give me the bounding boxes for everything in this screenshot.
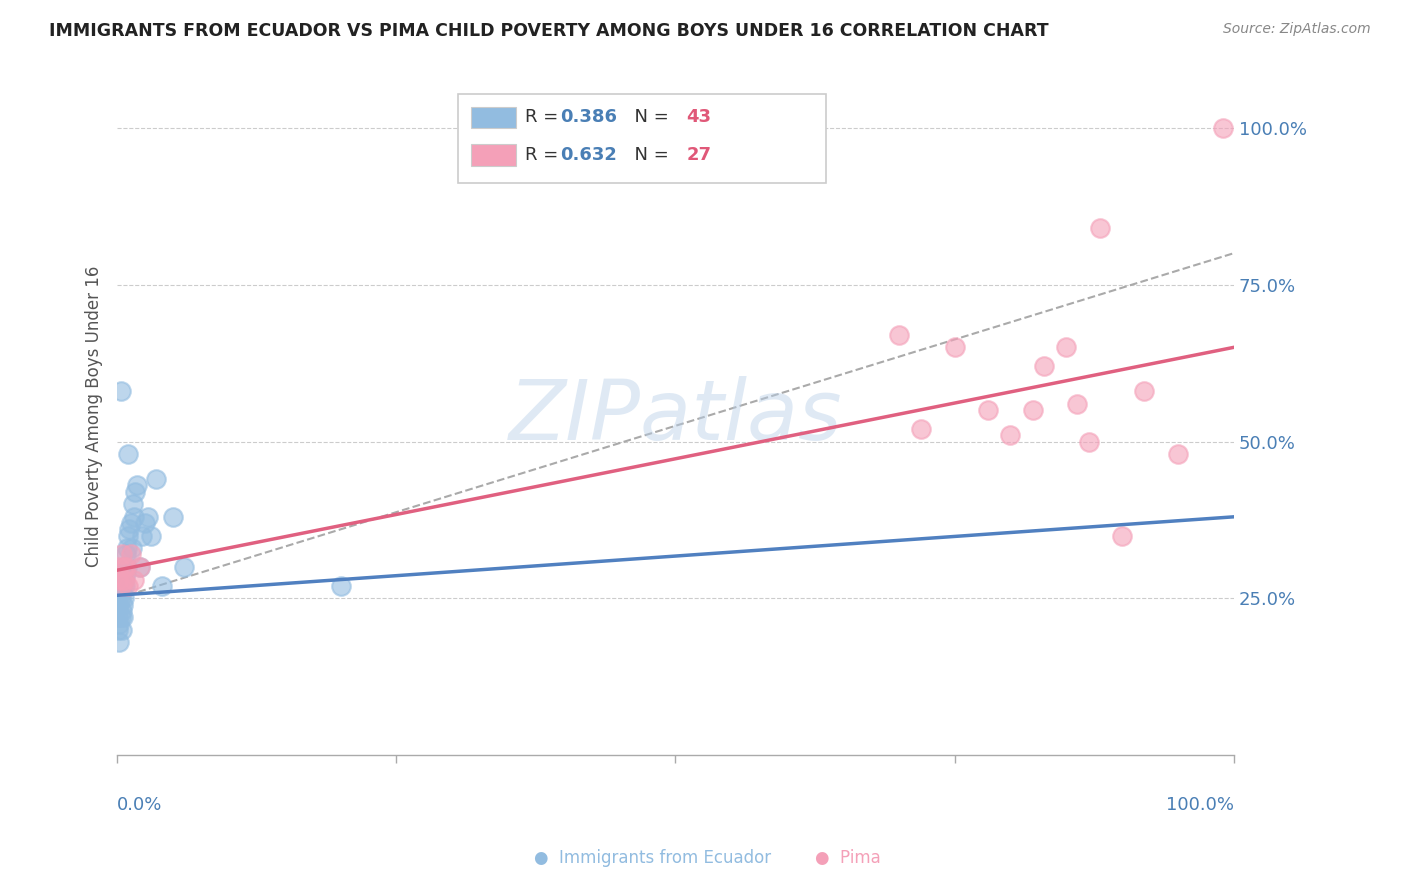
Point <box>111 585 134 599</box>
Point <box>111 604 134 618</box>
Point <box>943 340 966 354</box>
Point <box>145 472 167 486</box>
Point <box>120 548 142 562</box>
Point <box>112 560 135 574</box>
Point <box>139 529 162 543</box>
Point <box>138 509 160 524</box>
Point <box>115 560 138 574</box>
Point <box>111 548 134 562</box>
Point <box>108 598 131 612</box>
Text: IMMIGRANTS FROM ECUADOR VS PIMA CHILD POVERTY AMONG BOYS UNDER 16 CORRELATION CH: IMMIGRANTS FROM ECUADOR VS PIMA CHILD PO… <box>49 22 1049 40</box>
Point <box>977 403 1000 417</box>
Point <box>1077 434 1099 449</box>
Point <box>110 384 132 399</box>
Point <box>162 509 184 524</box>
Point <box>910 422 932 436</box>
Text: 43: 43 <box>686 109 711 127</box>
Point <box>110 573 132 587</box>
Point <box>111 573 134 587</box>
Point <box>124 484 146 499</box>
Point <box>108 560 131 574</box>
Point <box>108 635 131 649</box>
Text: 0.386: 0.386 <box>561 109 617 127</box>
Point <box>134 516 156 530</box>
Point <box>150 579 173 593</box>
Point <box>121 497 143 511</box>
Point <box>1033 359 1056 374</box>
Point <box>173 560 195 574</box>
Y-axis label: Child Poverty Among Boys Under 16: Child Poverty Among Boys Under 16 <box>86 266 103 567</box>
Point <box>108 616 131 631</box>
Point <box>1088 221 1111 235</box>
Point <box>114 573 136 587</box>
Point <box>111 610 134 624</box>
FancyBboxPatch shape <box>471 106 516 128</box>
Point <box>118 522 141 536</box>
Point <box>114 560 136 574</box>
Point <box>107 573 129 587</box>
FancyBboxPatch shape <box>458 95 827 183</box>
Point <box>131 529 153 543</box>
Point <box>112 591 135 606</box>
Point <box>111 579 134 593</box>
Text: R =: R = <box>524 109 564 127</box>
Text: Source: ZipAtlas.com: Source: ZipAtlas.com <box>1223 22 1371 37</box>
Text: 100.0%: 100.0% <box>1166 796 1234 814</box>
Point <box>1022 403 1045 417</box>
Text: ZIPatlas: ZIPatlas <box>509 376 842 457</box>
Point <box>112 573 135 587</box>
Text: N =: N = <box>623 109 675 127</box>
Text: ●  Pima: ● Pima <box>815 849 882 867</box>
Point <box>1111 529 1133 543</box>
Point <box>111 623 134 637</box>
Point <box>1054 340 1077 354</box>
Point <box>1000 428 1022 442</box>
Point <box>1133 384 1156 399</box>
Point <box>111 598 134 612</box>
Point <box>117 447 139 461</box>
Text: ●  Immigrants from Ecuador: ● Immigrants from Ecuador <box>534 849 772 867</box>
Point <box>114 579 136 593</box>
Point <box>127 478 149 492</box>
Point <box>117 579 139 593</box>
Point <box>115 566 138 581</box>
Point <box>115 560 138 574</box>
Point <box>112 560 135 574</box>
Point <box>115 548 138 562</box>
Point <box>1066 397 1088 411</box>
Text: 0.0%: 0.0% <box>117 796 163 814</box>
Point <box>329 579 352 593</box>
Point <box>128 560 150 574</box>
Point <box>117 529 139 543</box>
Point <box>122 573 145 587</box>
Text: R =: R = <box>524 145 564 164</box>
Point <box>120 516 142 530</box>
Point <box>107 610 129 624</box>
Point <box>121 541 143 556</box>
Point <box>1212 120 1234 135</box>
Point <box>887 327 910 342</box>
Text: 0.632: 0.632 <box>561 145 617 164</box>
Point <box>128 560 150 574</box>
Point <box>122 509 145 524</box>
Point <box>110 591 132 606</box>
Point <box>110 579 132 593</box>
Text: 27: 27 <box>686 145 711 164</box>
Point <box>115 541 138 556</box>
Point <box>1167 447 1189 461</box>
Point <box>110 610 132 624</box>
Text: N =: N = <box>623 145 675 164</box>
Point <box>107 623 129 637</box>
FancyBboxPatch shape <box>471 144 516 166</box>
